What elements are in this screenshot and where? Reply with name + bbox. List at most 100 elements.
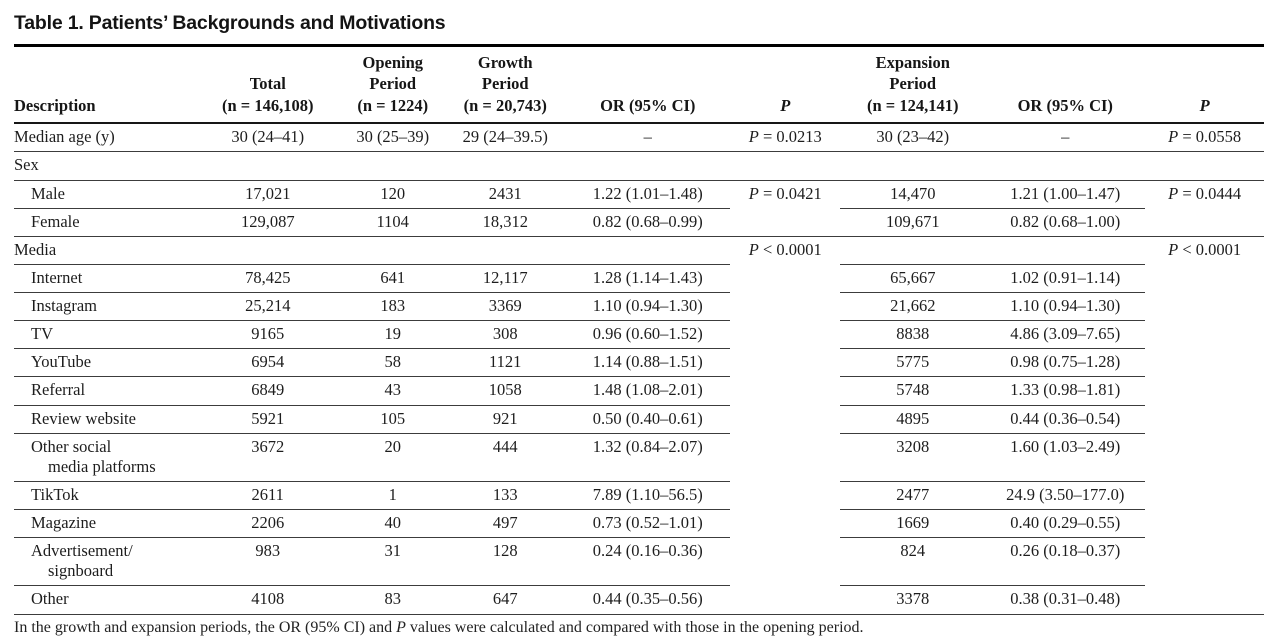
- column-header-total: Total (n = 146,108): [195, 48, 341, 125]
- cell-total: 3672: [195, 433, 341, 482]
- cell-description: Male: [14, 180, 196, 209]
- cell-expansion-period: 3208: [840, 433, 986, 482]
- cell-p-expansion: P = 0.0444: [1145, 180, 1264, 237]
- cell-growth-period: 3369: [445, 292, 566, 322]
- cell-or-growth: 1.22 (1.01–1.48): [565, 180, 731, 209]
- cell-total: [195, 236, 341, 265]
- cell-growth-period: 497: [445, 509, 566, 539]
- cell-or-expansion: 0.98 (0.75–1.28): [985, 348, 1146, 378]
- cell-or-growth: 0.44 (0.35–0.56): [565, 585, 731, 615]
- cell-or-growth: 7.89 (1.10–56.5): [565, 481, 731, 511]
- table-row: Median age (y) 30 (24–41) 30 (25–39) 29 (24…: [14, 123, 1264, 153]
- column-header-expansion-period: Expansion Period (n = 124,141): [840, 48, 986, 125]
- cell-opening-period: 31: [340, 537, 446, 587]
- cell-expansion-period: 5748: [840, 376, 986, 406]
- cell-opening-period: 183: [340, 292, 446, 322]
- column-header-p-expansion: P: [1145, 48, 1264, 125]
- cell-or-growth: 1.10 (0.94–1.30): [565, 292, 731, 322]
- cell-expansion-period: 65,667: [840, 264, 986, 294]
- table-footnote: In the growth and expansion periods, the…: [14, 615, 1264, 637]
- table-row: Advertisement/ signboard 983 31 128 0.24 (0.…: [14, 537, 1264, 587]
- header-row: Description Total (n = 146,108) Opening …: [14, 48, 1264, 125]
- cell-total: 30 (24–41): [195, 123, 341, 153]
- table-row: Other 4108 83 647 0.44 (0.35–0.56) 3378 0.38 (…: [14, 585, 1264, 615]
- cell-or-growth: 1.32 (0.84–2.07): [565, 433, 731, 482]
- cell-total: 983: [195, 537, 341, 587]
- cell-total: [195, 151, 341, 181]
- table-row: Female 129,087 1104 18,312 0.82 (0.68–0.99) 1…: [14, 208, 1264, 237]
- section-row: Sex: [14, 151, 1264, 181]
- cell-description: Advertisement/ signboard: [14, 537, 196, 587]
- cell-or-expansion: 24.9 (3.50–177.0): [985, 481, 1146, 511]
- cell-or-expansion: 0.38 (0.31–0.48): [985, 585, 1146, 615]
- table-row: Instagram 25,214 183 3369 1.10 (0.94–1.30) 21…: [14, 292, 1264, 322]
- table-row: TikTok 2611 1 133 7.89 (1.10–56.5) 2477 24.9 (…: [14, 481, 1264, 511]
- cell-opening-period: 58: [340, 348, 446, 378]
- cell-p-expansion: [1145, 151, 1264, 181]
- cell-opening-period: 1104: [340, 208, 446, 237]
- cell-or-expansion: 1.21 (1.00–1.47): [985, 180, 1146, 209]
- table-row: TV 9165 19 308 0.96 (0.60–1.52) 8838 4.86 (3.0…: [14, 320, 1264, 350]
- cell-expansion-period: [840, 236, 986, 265]
- cell-opening-period: 120: [340, 180, 446, 209]
- cell-description: Sex: [14, 151, 196, 181]
- cell-p-growth: P = 0.0421: [730, 180, 841, 237]
- cell-opening-period: 105: [340, 405, 446, 434]
- cell-total: 129,087: [195, 208, 341, 237]
- cell-or-expansion: [985, 151, 1146, 181]
- title-rule: [14, 44, 1264, 47]
- cell-or-expansion: 1.02 (0.91–1.14): [985, 264, 1146, 294]
- cell-opening-period: 83: [340, 585, 446, 615]
- cell-description: Other social media platforms: [14, 433, 196, 482]
- cell-growth-period: [445, 236, 566, 265]
- cell-opening-period: 30 (25–39): [340, 123, 446, 153]
- table-row: Internet 78,425 641 12,117 1.28 (1.14–1.43) 6…: [14, 264, 1264, 294]
- cell-growth-period: 133: [445, 481, 566, 511]
- cell-or-expansion: 4.86 (3.09–7.65): [985, 320, 1146, 350]
- table-title: Table 1. Patients’ Backgrounds and Motiv…: [14, 12, 446, 34]
- cell-or-growth: 1.14 (0.88–1.51): [565, 348, 731, 378]
- cell-description: Media: [14, 236, 196, 265]
- cell-description: Female: [14, 208, 196, 237]
- column-header-p-growth: P: [730, 48, 841, 125]
- cell-total: 6954: [195, 348, 341, 378]
- column-header-opening-period: Opening Period (n = 1224): [340, 48, 446, 125]
- cell-total: 17,021: [195, 180, 341, 209]
- cell-or-expansion: [985, 236, 1146, 265]
- cell-opening-period: 1: [340, 481, 446, 511]
- cell-growth-period: 2431: [445, 180, 566, 209]
- cell-total: 25,214: [195, 292, 341, 322]
- cell-growth-period: 1058: [445, 376, 566, 406]
- cell-opening-period: 19: [340, 320, 446, 350]
- cell-growth-period: 921: [445, 405, 566, 434]
- table-row: Referral 6849 43 1058 1.48 (1.08–2.01) 5748 1.…: [14, 376, 1264, 406]
- cell-or-expansion: 0.40 (0.29–0.55): [985, 509, 1146, 539]
- cell-or-growth: 0.24 (0.16–0.36): [565, 537, 731, 587]
- cell-total: 5921: [195, 405, 341, 434]
- cell-growth-period: 308: [445, 320, 566, 350]
- cell-expansion-period: 1669: [840, 509, 986, 539]
- column-header-or-expansion: OR (95% CI): [985, 48, 1146, 125]
- cell-description: TV: [14, 320, 196, 350]
- cell-description: Instagram: [14, 292, 196, 322]
- cell-expansion-period: 3378: [840, 585, 986, 615]
- cell-p-expansion: P = 0.0558: [1145, 123, 1264, 153]
- cell-expansion-period: 21,662: [840, 292, 986, 322]
- cell-growth-period: 1121: [445, 348, 566, 378]
- cell-growth-period: 444: [445, 433, 566, 482]
- cell-total: 2206: [195, 509, 341, 539]
- table-body: Median age (y) 30 (24–41) 30 (25–39) 29 (24…: [14, 123, 1264, 615]
- column-header-growth-period: Growth Period (n = 20,743): [445, 48, 566, 125]
- cell-total: 6849: [195, 376, 341, 406]
- cell-opening-period: [340, 151, 446, 181]
- cell-opening-period: [340, 236, 446, 265]
- cell-expansion-period: 4895: [840, 405, 986, 434]
- cell-description: TikTok: [14, 481, 196, 511]
- table-row: YouTube 6954 58 1121 1.14 (0.88–1.51) 5775 0.9…: [14, 348, 1264, 378]
- column-header-or-growth: OR (95% CI): [565, 48, 731, 125]
- cell-or-expansion: 1.10 (0.94–1.30): [985, 292, 1146, 322]
- table-row: Magazine 2206 40 497 0.73 (0.52–1.01) 1669 0.4…: [14, 509, 1264, 539]
- table-row: Male 17,021 120 2431 1.22 (1.01–1.48) P = 0.0…: [14, 180, 1264, 237]
- cell-opening-period: 40: [340, 509, 446, 539]
- table-row: Other social media platforms 3672 20 444 1.3…: [14, 433, 1264, 482]
